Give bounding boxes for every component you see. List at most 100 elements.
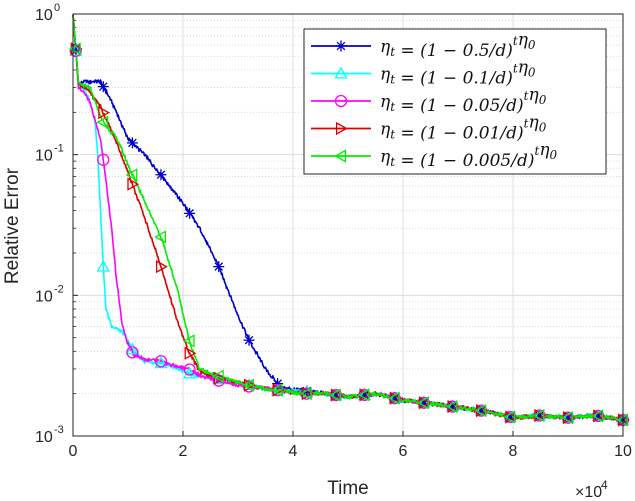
legend-subscript: t <box>390 128 395 142</box>
series-3-marker <box>242 380 256 393</box>
x-multiplier-base: ×10 <box>575 484 602 501</box>
marker-stroke <box>419 398 429 408</box>
x-tick-label: 6 <box>399 443 408 460</box>
legend-label: ηt = (1 − 0.01/d)tη0 <box>380 113 547 144</box>
series-line-5 <box>72 15 624 422</box>
legend-text-part: η <box>380 92 391 112</box>
y-tick-label-base: 10 <box>35 7 53 24</box>
legend-subscript: 0 <box>550 148 558 162</box>
y-tick-label-base: 10 <box>35 288 53 305</box>
legend-marker <box>334 149 347 163</box>
series-1-marker <box>243 334 255 346</box>
marker-stroke <box>98 82 108 91</box>
legend-label: ηt = (1 − 0.05/d)tη0 <box>380 85 547 116</box>
legend-text-part: = (1 − 0.005/d) <box>395 151 534 171</box>
legend-superscript: t <box>534 144 539 158</box>
series-2-marker <box>474 403 488 416</box>
series-1-marker <box>126 137 138 149</box>
series-5-marker <box>270 383 283 397</box>
y-tick-label-exponent: -3 <box>54 424 64 436</box>
legend-subscript: t <box>390 155 395 169</box>
y-tick-label-exponent: -2 <box>54 283 64 295</box>
legend-text-part: η <box>518 58 529 78</box>
series-2-marker <box>182 366 197 379</box>
marker-stroke <box>593 411 603 421</box>
legend-subscript: 0 <box>528 38 536 52</box>
legend-subscript: t <box>390 45 395 59</box>
legend-text-part: = (1 − 0.05/d) <box>395 96 524 116</box>
series-2-marker <box>242 378 256 391</box>
legend-marker <box>335 40 347 52</box>
series-5-marker <box>417 396 429 410</box>
legend-entry-1: ηt = (1 − 0.5/d)tη0 <box>311 30 536 61</box>
y-tick-label: 10 -2 <box>35 283 64 305</box>
series-4-marker <box>184 346 197 360</box>
series-5-marker <box>299 387 312 401</box>
legend-superscript: t <box>513 34 518 48</box>
series-4-marker <box>127 177 140 191</box>
series-3-marker <box>97 153 110 166</box>
legend-entry-3: ηt = (1 − 0.05/d)tη0 <box>311 85 547 116</box>
legend-text-part: η <box>380 147 391 167</box>
series-1-marker <box>155 169 167 181</box>
series-5-marker <box>96 115 109 129</box>
legend-marker <box>334 66 348 79</box>
legend-text-part: = (1 − 0.01/d) <box>395 124 524 144</box>
series-2-marker <box>532 408 547 421</box>
marker-stroke <box>476 406 486 415</box>
marker-stroke <box>128 138 137 148</box>
series-2-marker <box>388 391 402 404</box>
series-3-marker <box>126 346 139 359</box>
x-axis-label: Time <box>327 478 369 499</box>
marker-stroke <box>244 335 254 345</box>
legend-text-part: = (1 − 0.5/d) <box>395 41 513 61</box>
series-5-marker <box>211 369 224 383</box>
marker-stroke <box>563 413 573 422</box>
legend-superscript: t <box>524 117 529 131</box>
series-5-marker <box>357 388 370 402</box>
series-1-marker <box>213 261 225 273</box>
legend-subscript: 0 <box>539 121 547 135</box>
series-1-marker <box>97 81 109 93</box>
plot-frame <box>72 13 624 437</box>
series-5-marker <box>329 388 341 402</box>
series-5-marker <box>242 378 255 392</box>
legend-label: ηt = (1 − 0.5/d)tη0 <box>380 30 536 61</box>
series-2-marker <box>503 410 517 423</box>
series-2-marker <box>357 388 372 400</box>
series-lines <box>72 14 624 423</box>
series-3-marker <box>154 355 168 368</box>
legend-text-part: η <box>380 37 391 57</box>
series-5-marker <box>125 168 138 182</box>
marker-stroke <box>331 390 341 400</box>
legend-marker <box>334 94 348 108</box>
marker-stroke <box>360 390 369 400</box>
marker-stroke <box>214 262 224 271</box>
legend-text-part: η <box>380 120 391 140</box>
x-tick-label: 4 <box>289 443 298 460</box>
series-markers-5 <box>68 42 629 427</box>
x-multiplier: ×10 4 <box>575 478 608 501</box>
legend-subscript: t <box>390 73 395 87</box>
legend-subscript: 0 <box>539 93 547 107</box>
legend-marker <box>335 121 348 136</box>
legend-text-part: η <box>518 30 529 50</box>
legend-subscript: 0 <box>528 66 536 80</box>
series-3-marker <box>183 363 196 376</box>
series-2-marker <box>96 259 110 272</box>
y-tick-label-exponent: 0 <box>54 2 60 14</box>
series-5-marker <box>561 411 574 425</box>
y-tick-label: 10 0 <box>35 2 60 24</box>
y-tick-label-exponent: -1 <box>54 143 64 155</box>
series-2-marker <box>154 356 168 369</box>
series-2-marker <box>417 395 431 408</box>
series-2-marker <box>212 372 226 385</box>
series-2-marker <box>445 399 460 412</box>
legend-text-part: η <box>380 65 391 85</box>
legend-text-part: η <box>529 85 540 105</box>
series-markers <box>68 42 630 427</box>
legend-label: ηt = (1 − 0.005/d)tη0 <box>380 140 558 171</box>
y-axis-label: Relative Error <box>2 167 23 284</box>
